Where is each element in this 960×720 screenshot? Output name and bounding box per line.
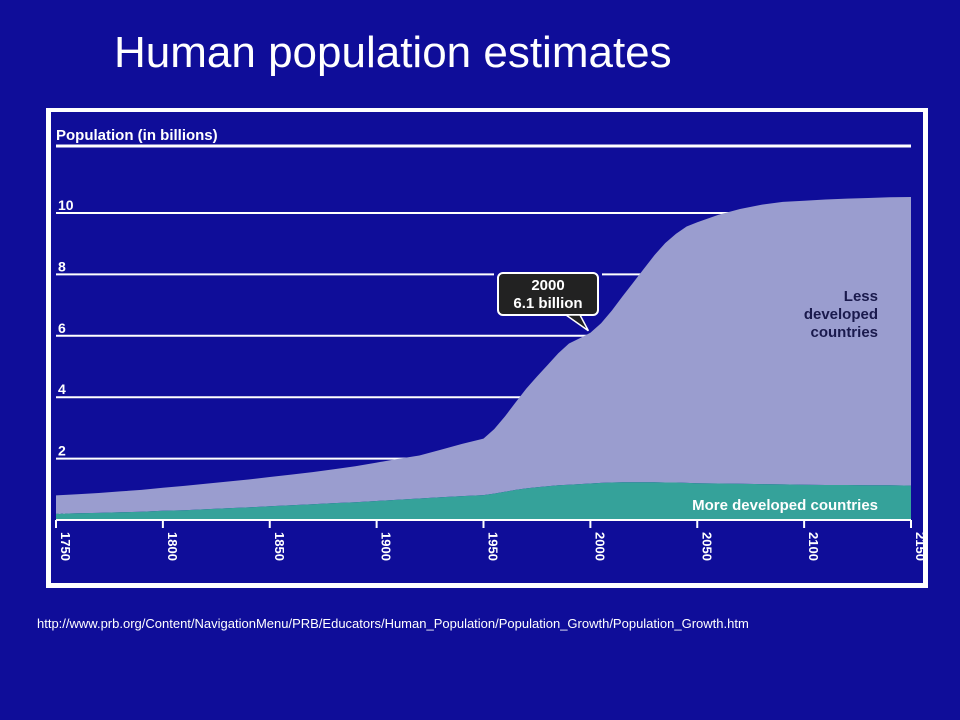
annotation-pointer — [563, 314, 590, 332]
series-less-developed-area — [56, 197, 911, 514]
x-tick-label-1750: 1750 — [58, 532, 73, 561]
x-tick-label-2100: 2100 — [806, 532, 821, 561]
less-developed-label-line-3: countries — [810, 324, 878, 341]
x-tick-label-1800: 1800 — [165, 532, 180, 561]
population-area-chart: Population (in billions)0246810175018001… — [51, 112, 928, 583]
y-tick-label-8: 8 — [58, 258, 66, 274]
less-developed-label-line-1: Less — [844, 288, 878, 305]
y-tick-label-2: 2 — [58, 443, 66, 459]
source-url: http://www.prb.org/Content/NavigationMen… — [37, 616, 749, 631]
x-tick-label-1900: 1900 — [379, 532, 394, 561]
slide-title: Human population estimates — [114, 28, 672, 77]
x-tick-label-2000: 2000 — [592, 532, 607, 561]
annotation-value: 6.1 billion — [513, 295, 582, 312]
more-developed-label: More developed countries — [692, 497, 878, 514]
less-developed-label-line-2: developed — [804, 306, 878, 323]
x-tick-label-2150: 2150 — [913, 532, 928, 561]
annotation-year: 2000 — [531, 277, 564, 294]
x-tick-label-1950: 1950 — [486, 532, 501, 561]
y-tick-label-4: 4 — [58, 381, 66, 397]
y-tick-label-6: 6 — [58, 320, 66, 336]
chart-frame: Population (in billions)0246810175018001… — [46, 108, 928, 588]
annotation-box — [497, 272, 599, 316]
y-axis-label: Population (in billions) — [56, 127, 218, 144]
series-more-developed-area — [56, 482, 911, 520]
y-tick-label-10: 10 — [58, 197, 74, 213]
x-tick-label-1850: 1850 — [272, 532, 287, 561]
x-tick-label-2050: 2050 — [699, 532, 714, 561]
